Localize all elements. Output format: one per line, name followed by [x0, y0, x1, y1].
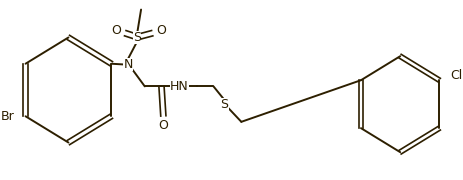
Text: HN: HN — [169, 80, 188, 93]
Text: S: S — [220, 98, 228, 111]
Text: O: O — [111, 24, 121, 37]
Text: O: O — [156, 24, 166, 37]
Text: O: O — [158, 119, 168, 132]
Text: Br: Br — [0, 110, 14, 123]
Text: N: N — [123, 58, 132, 71]
Text: S: S — [133, 31, 141, 44]
Text: Cl: Cl — [450, 69, 462, 82]
